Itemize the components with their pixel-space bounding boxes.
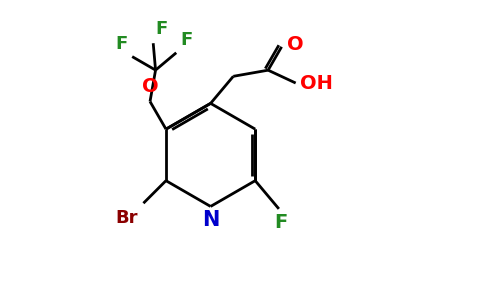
Text: O: O [142,76,158,96]
Text: N: N [202,210,219,230]
Text: OH: OH [300,74,333,92]
Text: F: F [115,35,127,53]
Text: F: F [275,213,288,232]
Text: Br: Br [115,209,137,227]
Text: F: F [180,31,193,49]
Text: F: F [156,20,168,38]
Text: O: O [287,35,304,54]
